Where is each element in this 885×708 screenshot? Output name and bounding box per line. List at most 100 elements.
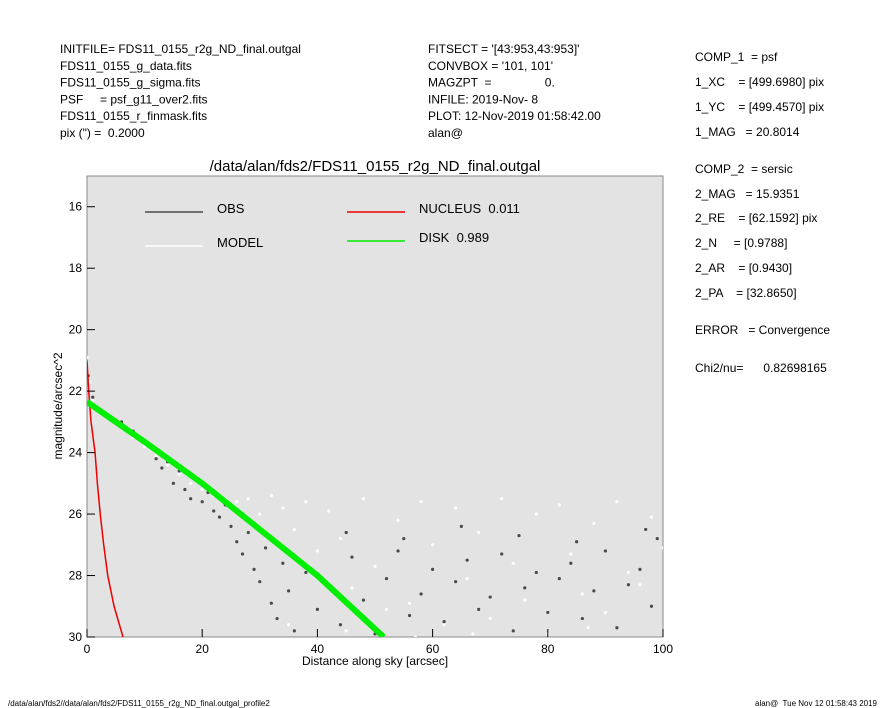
y-tick-label: 22 [69,384,83,398]
y-tick-label: 26 [69,507,83,521]
data-point [361,598,366,602]
y-tick-label: 16 [69,200,83,214]
data-point [384,607,389,611]
x-tick-label: 40 [311,642,325,656]
data-point [523,598,527,602]
data-point [592,521,596,525]
data-point [171,481,175,485]
data-point [569,552,573,556]
data-point [488,595,492,599]
data-point [258,580,262,584]
data-point [511,561,515,565]
data-point [91,395,95,399]
plot-area [86,175,664,638]
data-point [477,530,481,535]
data-point [315,607,319,611]
header-right-line: 2_RE = [62.1592] pix [695,211,817,225]
header-left-line: FDS11_0155_g_sigma.fits [60,76,201,90]
data-point [407,613,412,618]
data-point [580,616,584,621]
data-point [304,500,308,504]
data-point [304,570,308,575]
footer-right: alan@ Tue Nov 12 01:58:43 2019 [755,699,878,708]
data-point [569,561,573,565]
data-point [586,626,590,630]
data-point [511,629,515,633]
data-point [384,577,389,581]
header-right-line: 2_MAG = 15.9351 [695,187,800,201]
plot [87,355,663,637]
data-point [407,601,412,605]
data-point [626,583,631,587]
x-tick-label: 80 [541,642,555,656]
data-point [603,610,608,615]
data-point [275,616,279,621]
data-point [252,567,256,571]
data-point [269,494,273,498]
data-point [229,524,233,528]
data-point [454,580,458,584]
data-point [217,515,222,519]
data-point [488,616,492,621]
header-left-line: FDS11_0155_r_finmask.fits [60,109,207,123]
data-point [649,604,654,608]
header-right-line: 1_XC = [499.6980] pix [695,75,824,89]
data-point [87,355,89,359]
data-point [246,497,250,501]
header-right-line: 1_YC = [499.4570] pix [695,100,824,114]
data-point [183,487,187,492]
data-point [557,577,561,581]
data-point [419,592,423,596]
legend-label: OBS [217,201,245,216]
header-left-line: PSF = psf_g11_over2.fits [60,92,208,106]
header-right-line: Chi2/nu= 0.82698165 [695,361,827,375]
header-right-line: COMP_1 = psf [695,50,778,64]
header: INITFILE= FDS11_0155_r2g_ND_final.outgal… [60,42,830,375]
data-point [454,506,458,510]
data-point [177,472,181,476]
data-point [419,500,423,504]
data-point [350,555,354,559]
data-point [287,589,291,593]
chart-title: /data/alan/fds2/FDS11_0155_r2g_ND_final.… [210,158,541,175]
data-point [166,463,170,467]
data-point [396,549,400,553]
data-point [338,623,343,627]
data-point [615,626,619,630]
header-right-line: 2_PA = [32.8650] [695,286,797,300]
header-right-line: 2_N = [0.9788] [695,236,787,250]
x-axis-label: Distance along sky [arcsec] [302,654,448,668]
data-point [661,546,663,550]
data-point [459,524,463,528]
header-middle-line: FITSECT = '[43:953,43:953]' [428,42,579,56]
y-tick-label: 28 [69,569,83,583]
data-point [413,635,417,637]
data-point [442,620,446,624]
data-point [287,623,291,627]
header-left-line: pix (") = 0.2000 [60,126,145,140]
x-tick-label: 0 [84,642,91,656]
header-middle-line: MAGZPT = 0. [428,76,555,90]
data-point [212,509,216,513]
data-point [517,533,521,538]
data-point [281,506,285,510]
data-point [477,607,481,611]
data-point [500,497,504,501]
footer-left: /data/alan/fds2//data/alan/fds2/FDS11_01… [8,699,270,708]
data-point [644,527,648,532]
y-tick-label: 18 [69,261,83,275]
legend-label: DISK 0.989 [419,230,489,245]
data-point [154,454,158,458]
data-point [615,500,619,504]
series-line [87,399,386,637]
data-point [465,558,469,562]
data-point [471,632,475,636]
data-point [258,512,262,516]
data-point [580,592,584,596]
header-right-line: 2_AR = [0.9430] [695,261,792,275]
data-point [523,586,527,590]
data-point [338,537,343,541]
data-point [350,586,354,590]
